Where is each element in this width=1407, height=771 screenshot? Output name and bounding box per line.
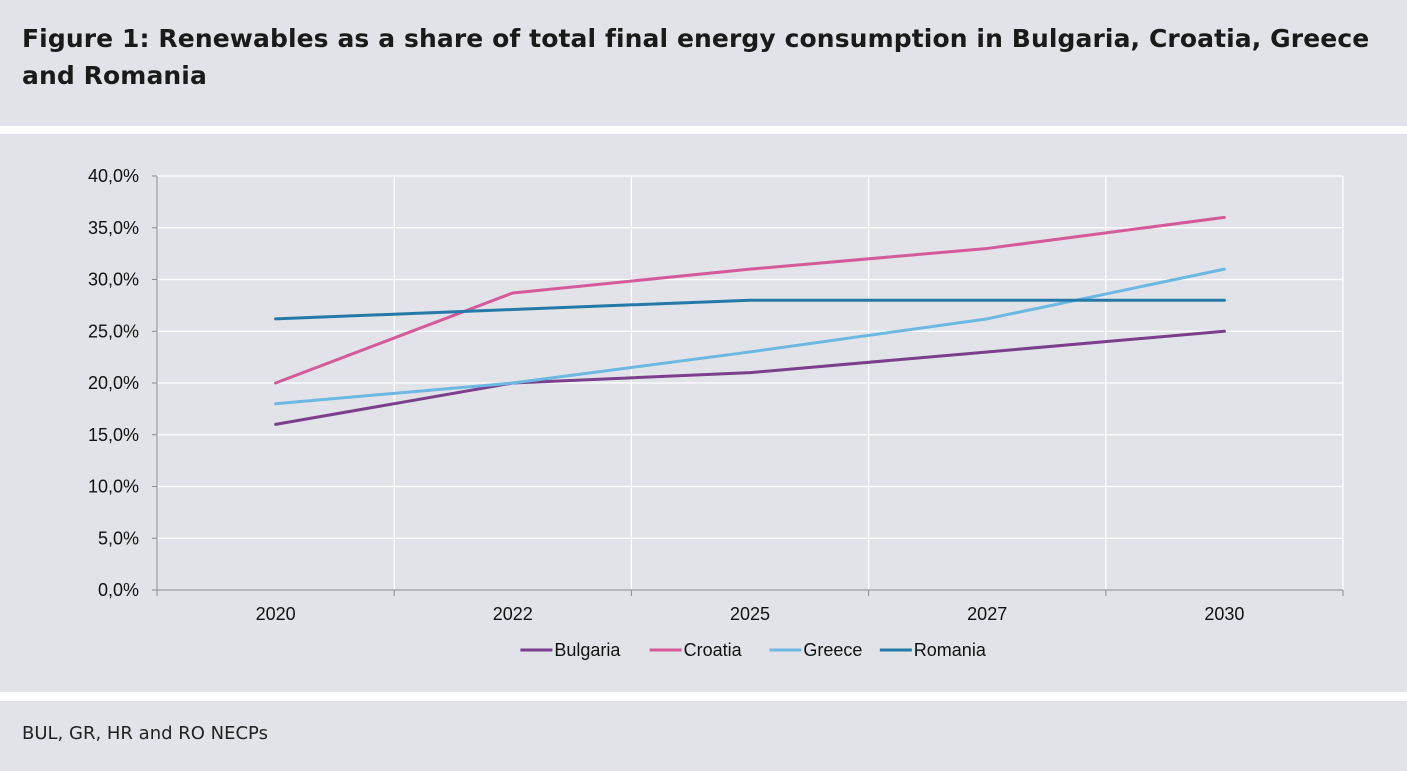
x-tick-label: 2027 — [967, 604, 1007, 624]
legend-item-bulgaria: Bulgaria — [520, 640, 621, 660]
legend-label: Romania — [914, 640, 987, 660]
x-tick-label: 2020 — [256, 604, 296, 624]
y-tick-label: 30,0% — [88, 270, 139, 290]
y-tick-label: 15,0% — [88, 425, 139, 445]
y-tick-label: 0,0% — [98, 580, 139, 600]
y-tick-label: 25,0% — [88, 321, 139, 341]
figure-title: Figure 1: Renewables as a share of total… — [22, 24, 1370, 90]
legend-label: Bulgaria — [554, 640, 621, 660]
legend: Bulgaria Croatia Greece Romania — [520, 640, 987, 660]
tick-labels: 0,0% 5,0% 10,0% 15,0% 20,0% 25,0% 30,0% 35,0% 40… — [88, 166, 1244, 624]
legend-label: Croatia — [684, 640, 743, 660]
title-panel: Figure 1: Renewables as a share of total… — [0, 0, 1407, 126]
axes — [152, 175, 1344, 596]
x-tick-label: 2030 — [1204, 604, 1244, 624]
series-lines — [274, 215, 1226, 426]
series-line-croatia — [274, 215, 1226, 385]
x-tick-label: 2025 — [730, 604, 770, 624]
chart-panel: 0,0% 5,0% 10,0% 15,0% 20,0% 25,0% 30,0% 35,0% 40… — [0, 134, 1407, 692]
series-line-greece — [274, 267, 1226, 406]
y-tick-label: 20,0% — [88, 373, 139, 393]
legend-label: Greece — [803, 640, 862, 660]
source-note: BUL, GR, HR and RO NECPs — [22, 723, 268, 744]
y-tick-label: 10,0% — [88, 477, 139, 497]
legend-item-greece: Greece — [769, 640, 862, 660]
series-line-bulgaria — [274, 329, 1226, 426]
source-panel: BUL, GR, HR and RO NECPs — [0, 701, 1407, 771]
legend-item-romania: Romania — [879, 640, 987, 660]
y-tick-label: 40,0% — [88, 166, 139, 186]
y-tick-label: 35,0% — [88, 218, 139, 238]
series-line-romania — [274, 298, 1226, 321]
line-chart: 0,0% 5,0% 10,0% 15,0% 20,0% 25,0% 30,0% 35,0% 40… — [88, 166, 1344, 660]
legend-item-croatia: Croatia — [649, 640, 743, 660]
x-tick-label: 2022 — [493, 604, 533, 624]
y-tick-label: 5,0% — [98, 528, 139, 548]
